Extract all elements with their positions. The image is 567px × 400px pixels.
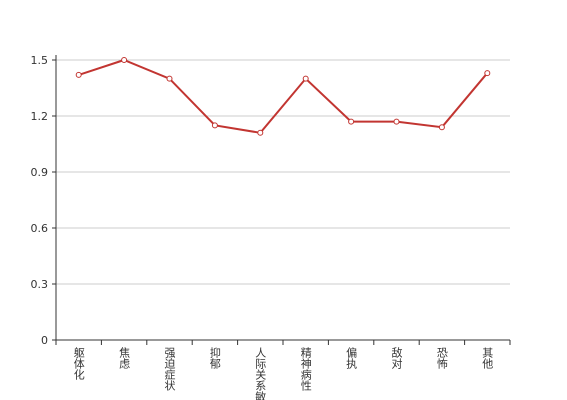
point	[257, 129, 264, 136]
x-tick-label: 焦虑	[118, 347, 131, 369]
y-tick-label: 1.5	[31, 54, 49, 67]
point	[211, 122, 218, 129]
x-tick-label: 抑郁	[208, 346, 221, 369]
y-tick-label: 0.6	[31, 222, 49, 235]
point	[302, 75, 309, 82]
point	[166, 75, 173, 82]
point	[438, 124, 445, 131]
y-tick-label: 0	[41, 334, 48, 347]
x-tick-label: 其他	[481, 347, 494, 369]
x-tick-label: 躯体化	[72, 347, 85, 381]
point	[121, 57, 128, 63]
point	[348, 118, 355, 125]
x-tick-label: 恐怖	[435, 347, 448, 369]
y-tick-label: 1.2	[31, 110, 49, 123]
point	[75, 71, 82, 78]
y-tick-label: 0.3	[31, 278, 49, 291]
point	[393, 118, 400, 125]
x-tick-label: 敌对	[390, 346, 403, 369]
line	[78, 58, 489, 134]
x-tick-label: 强迫症状	[163, 347, 176, 391]
x-tick-label: 人际关系敏	[254, 347, 267, 400]
x-tick-label: 偏执	[345, 346, 358, 370]
point	[484, 70, 491, 77]
y-tick-label: 0.9	[31, 166, 49, 179]
x-tick-label: 精神病性	[299, 347, 312, 392]
